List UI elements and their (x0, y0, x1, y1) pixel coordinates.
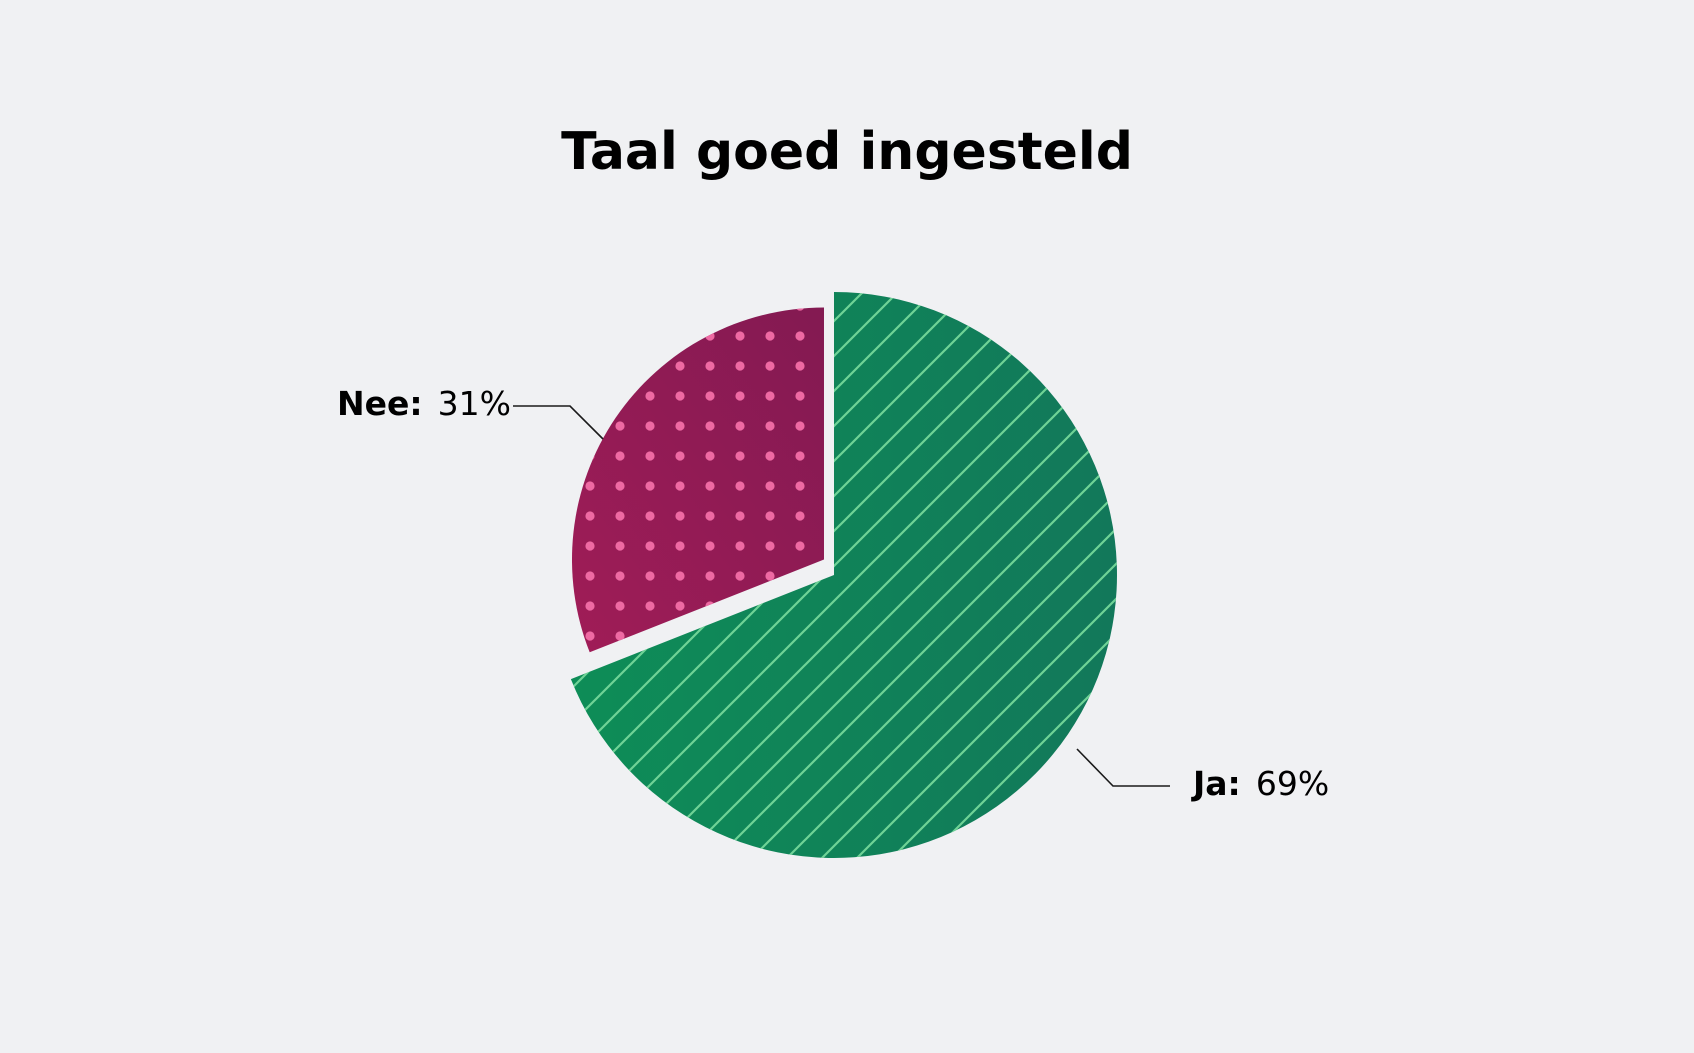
label-nee-name: Nee: (337, 384, 423, 423)
label-ja-value: 69% (1256, 764, 1329, 803)
leader-line-nee (513, 405, 604, 440)
label-ja-name: Ja: (1191, 764, 1241, 803)
label-ja: Ja: 69% (1191, 764, 1329, 803)
leader-line-ja (1076, 748, 1170, 787)
chart-title: Taal goed ingesteld (561, 122, 1133, 182)
label-nee: Nee: 31% (337, 384, 511, 423)
pie-slice-ja (570, 292, 1117, 858)
label-nee-value: 31% (438, 384, 511, 423)
